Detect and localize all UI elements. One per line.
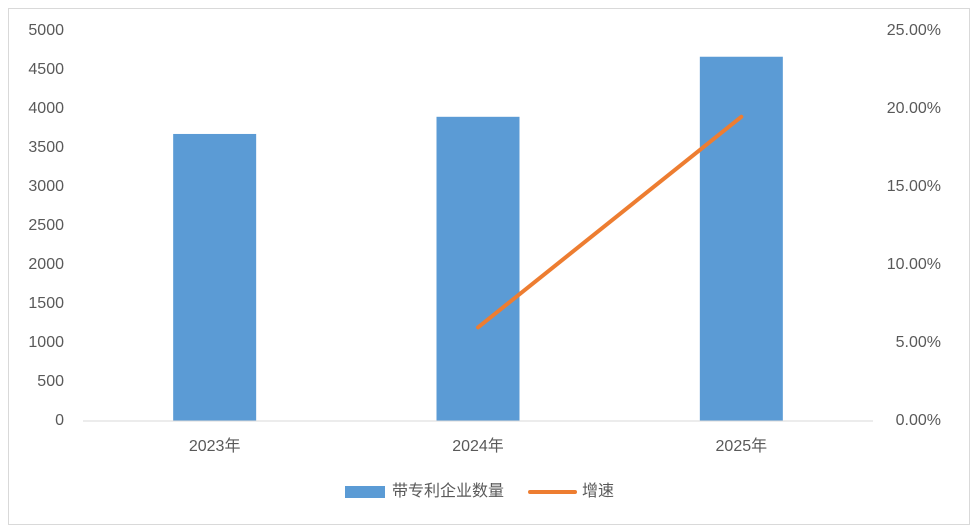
y-tick-label: 3500 — [28, 139, 64, 156]
y2-tick-label: 15.00% — [887, 178, 941, 195]
bar — [699, 56, 783, 422]
legend-swatch — [345, 486, 385, 498]
y2-tick-label: 10.00% — [887, 256, 941, 273]
y-tick-label: 4500 — [28, 61, 64, 78]
y-tick-label: 1000 — [28, 334, 64, 351]
y-tick-label: 2500 — [28, 217, 64, 234]
y2-tick-label: 25.00% — [887, 22, 941, 39]
legend-label: 带专利企业数量 — [392, 482, 504, 500]
y2-tick-label: 0.00% — [896, 412, 941, 429]
y-tick-label: 3000 — [28, 178, 64, 195]
y-tick-label: 500 — [37, 373, 64, 390]
x-tick-label: 2025年 — [716, 437, 768, 455]
y-tick-label: 4000 — [28, 100, 64, 117]
y2-tick-label: 20.00% — [887, 100, 941, 117]
y-tick-label: 0 — [55, 412, 64, 429]
x-tick-label: 2024年 — [452, 437, 504, 455]
x-tick-label: 2023年 — [189, 437, 241, 455]
y-tick-label: 1500 — [28, 295, 64, 312]
bar — [436, 116, 520, 422]
line — [476, 114, 744, 330]
bar — [173, 133, 257, 421]
y-tick-label: 5000 — [28, 22, 64, 39]
y2-tick-label: 5.00% — [896, 334, 941, 351]
y-tick-label: 2000 — [28, 256, 64, 273]
legend-label: 增速 — [582, 482, 614, 500]
